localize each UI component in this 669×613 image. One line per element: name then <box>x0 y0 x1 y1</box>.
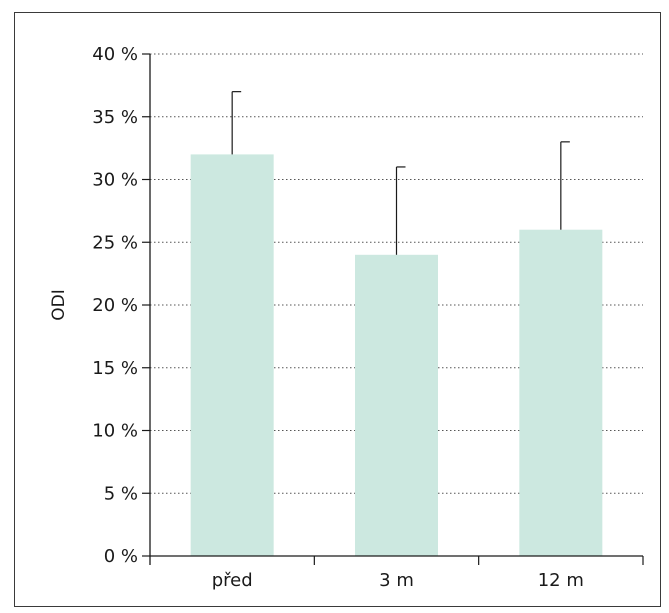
error-bars <box>231 91 570 255</box>
axes <box>142 53 644 565</box>
x-tick-labels: před 3 m 12 m <box>212 570 584 591</box>
x-tick-label: před <box>212 570 253 591</box>
y-tick-label: 15 % <box>92 358 138 379</box>
y-tick-label: 5 % <box>104 483 138 504</box>
x-tick-label: 3 m <box>379 570 414 591</box>
y-tick-labels: 0 % 5 % 10 % 15 % 20 % 25 % 30 % 35 % 40 % <box>92 44 138 567</box>
y-tick-label: 20 % <box>92 295 138 316</box>
y-tick-label: 40 % <box>92 44 138 65</box>
bar <box>355 254 438 557</box>
x-tick-label: 12 m <box>538 570 584 591</box>
bar <box>519 229 603 556</box>
y-tick-label: 0 % <box>104 546 138 567</box>
y-tick-label: 30 % <box>92 170 138 191</box>
y-axis-label: ODI <box>49 289 69 321</box>
bar <box>190 154 274 556</box>
chart-frame <box>14 12 661 607</box>
y-tick-label: 25 % <box>92 232 138 253</box>
bars <box>190 154 603 557</box>
y-tick-label: 10 % <box>92 421 138 442</box>
y-tick-label: 35 % <box>92 107 138 128</box>
